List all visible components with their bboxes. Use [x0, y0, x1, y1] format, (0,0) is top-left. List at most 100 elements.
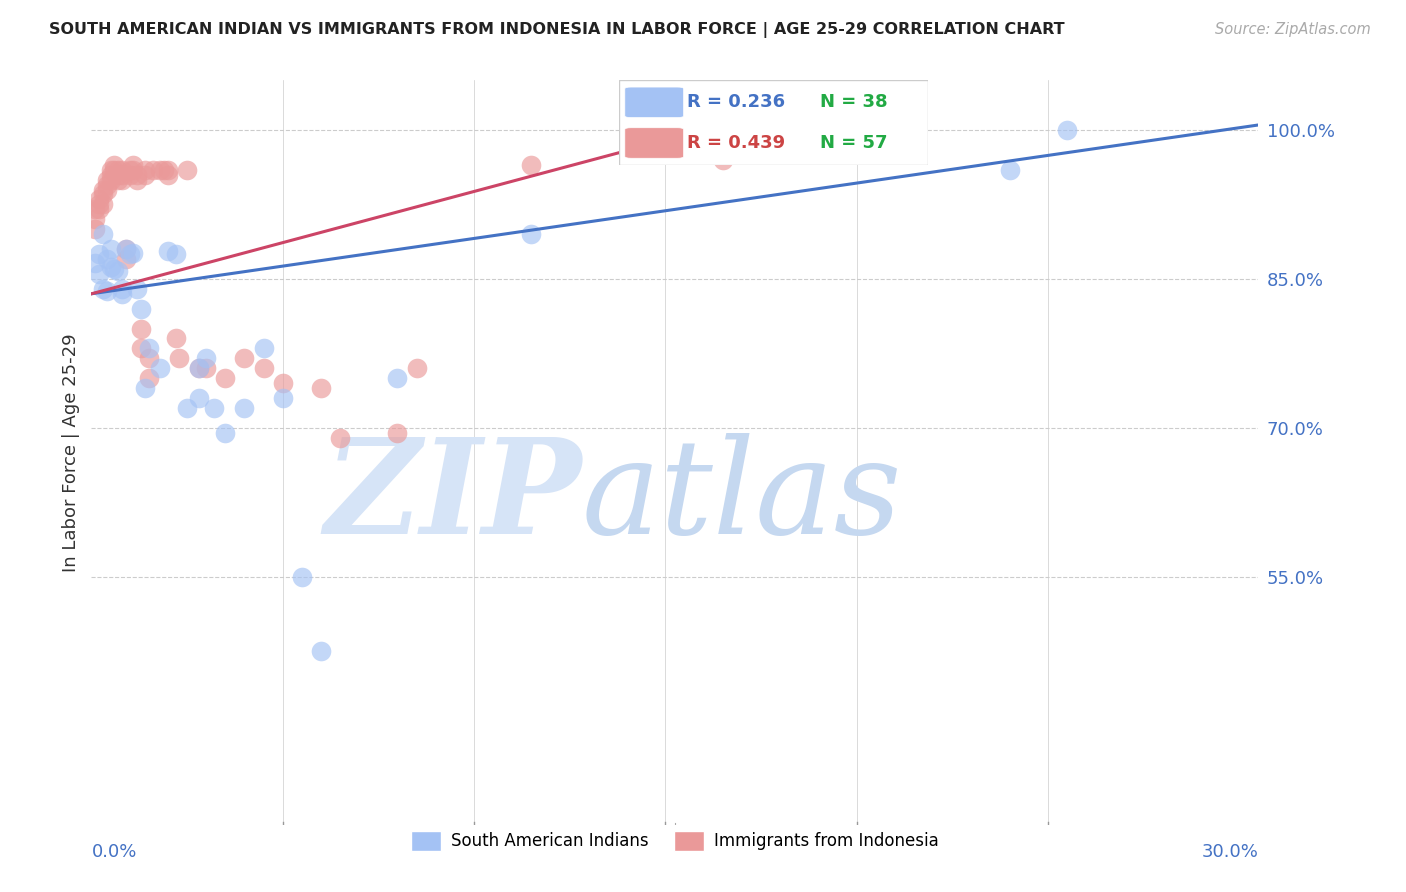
- Point: [107, 172, 129, 186]
- Point: [149, 162, 172, 177]
- Point: [233, 351, 256, 366]
- Point: [187, 361, 209, 376]
- Point: [711, 153, 734, 167]
- Text: 30.0%: 30.0%: [1202, 843, 1258, 861]
- Point: [96, 252, 118, 266]
- Point: [84, 212, 107, 227]
- Text: R = 0.439: R = 0.439: [686, 134, 785, 152]
- Point: [202, 401, 225, 415]
- Point: [134, 168, 156, 182]
- Point: [100, 168, 122, 182]
- Point: [114, 242, 136, 256]
- Point: [100, 162, 122, 177]
- Point: [107, 168, 129, 182]
- Point: [176, 401, 198, 415]
- Point: [138, 351, 160, 366]
- Point: [387, 371, 409, 385]
- Point: [187, 391, 209, 405]
- Text: Source: ZipAtlas.com: Source: ZipAtlas.com: [1215, 22, 1371, 37]
- Point: [87, 267, 110, 281]
- Point: [233, 401, 256, 415]
- Point: [291, 570, 314, 584]
- Point: [998, 162, 1021, 177]
- Point: [122, 162, 145, 177]
- Point: [142, 162, 165, 177]
- Point: [214, 425, 236, 440]
- FancyBboxPatch shape: [624, 128, 683, 158]
- Point: [111, 162, 134, 177]
- Text: ZIP: ZIP: [325, 433, 582, 562]
- Point: [91, 227, 114, 242]
- Point: [118, 168, 141, 182]
- Point: [127, 282, 149, 296]
- Legend: South American Indians, Immigrants from Indonesia: South American Indians, Immigrants from …: [405, 824, 945, 858]
- FancyBboxPatch shape: [624, 87, 683, 118]
- Point: [100, 260, 122, 274]
- Point: [103, 262, 125, 277]
- Point: [87, 197, 110, 211]
- Point: [214, 371, 236, 385]
- Point: [114, 242, 136, 256]
- Point: [103, 158, 125, 172]
- Point: [107, 162, 129, 177]
- Point: [118, 247, 141, 261]
- Point: [84, 256, 107, 270]
- Point: [149, 361, 172, 376]
- Point: [252, 361, 274, 376]
- Point: [271, 376, 294, 391]
- Point: [127, 172, 149, 186]
- Point: [405, 361, 427, 376]
- Text: R = 0.236: R = 0.236: [686, 94, 785, 112]
- Point: [309, 644, 332, 658]
- Point: [111, 172, 134, 186]
- Point: [134, 381, 156, 395]
- Point: [129, 321, 152, 335]
- Point: [87, 193, 110, 207]
- Point: [153, 162, 176, 177]
- Point: [91, 187, 114, 202]
- Point: [520, 158, 543, 172]
- Point: [329, 431, 352, 445]
- Point: [84, 222, 107, 236]
- Point: [309, 381, 332, 395]
- Point: [84, 202, 107, 217]
- Point: [87, 247, 110, 261]
- Point: [387, 425, 409, 440]
- Point: [103, 162, 125, 177]
- Point: [127, 168, 149, 182]
- Point: [520, 227, 543, 242]
- Point: [122, 246, 145, 260]
- Point: [165, 331, 187, 345]
- Point: [87, 202, 110, 217]
- Point: [129, 301, 152, 316]
- Point: [195, 351, 218, 366]
- Point: [271, 391, 294, 405]
- Point: [107, 264, 129, 278]
- Point: [1056, 123, 1078, 137]
- Point: [91, 197, 114, 211]
- Point: [122, 158, 145, 172]
- FancyBboxPatch shape: [619, 80, 928, 165]
- Point: [176, 162, 198, 177]
- Point: [156, 168, 179, 182]
- Point: [187, 361, 209, 376]
- Point: [195, 361, 218, 376]
- Point: [138, 371, 160, 385]
- Point: [111, 282, 134, 296]
- Y-axis label: In Labor Force | Age 25-29: In Labor Force | Age 25-29: [62, 334, 80, 572]
- Point: [91, 282, 114, 296]
- Point: [96, 284, 118, 298]
- Point: [165, 247, 187, 261]
- Point: [134, 162, 156, 177]
- Point: [129, 342, 152, 356]
- Point: [169, 351, 191, 366]
- Point: [118, 162, 141, 177]
- Point: [96, 178, 118, 192]
- Point: [96, 182, 118, 196]
- Text: SOUTH AMERICAN INDIAN VS IMMIGRANTS FROM INDONESIA IN LABOR FORCE | AGE 25-29 CO: SOUTH AMERICAN INDIAN VS IMMIGRANTS FROM…: [49, 22, 1064, 38]
- Point: [100, 172, 122, 186]
- Point: [252, 342, 274, 356]
- Text: 0.0%: 0.0%: [91, 843, 136, 861]
- Text: N = 57: N = 57: [820, 134, 887, 152]
- Text: N = 38: N = 38: [820, 94, 887, 112]
